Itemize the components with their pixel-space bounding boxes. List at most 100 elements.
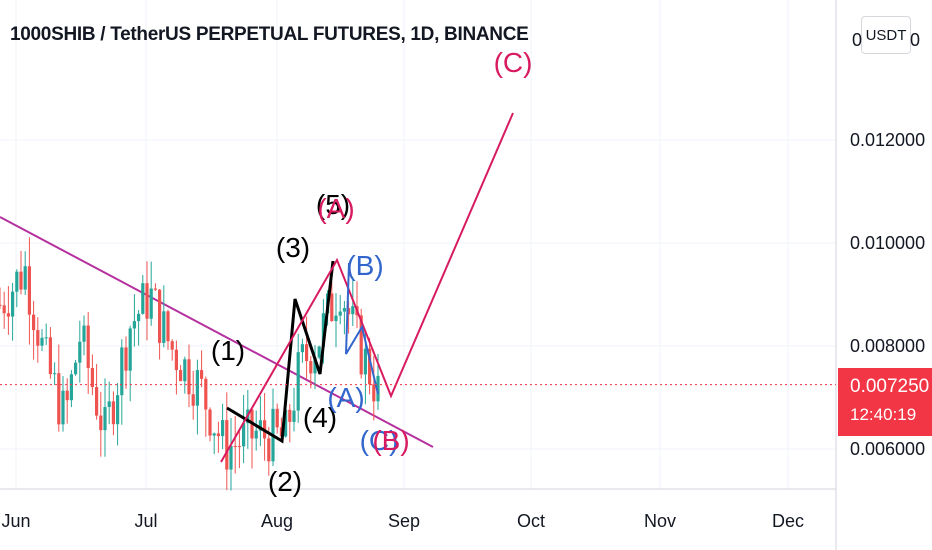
candle-body [48, 337, 52, 375]
candle-body [23, 266, 27, 290]
candle-body [40, 337, 44, 346]
candle-body [195, 370, 199, 406]
x-tick-label: Jun [1, 511, 30, 531]
candle-body [321, 313, 325, 347]
candle-body [174, 349, 178, 371]
candle-body [53, 373, 57, 375]
candle-body [334, 315, 338, 321]
candle-body [57, 373, 61, 425]
candle-body [137, 313, 141, 322]
candle-body [200, 370, 204, 379]
trendline [0, 216, 434, 448]
candle-body [359, 315, 363, 375]
candle-body [300, 344, 304, 353]
grid-lines [0, 0, 837, 550]
candle-body [225, 420, 229, 470]
wave-label: (A) [327, 382, 364, 413]
candle-body [376, 375, 380, 402]
candle-body [212, 433, 216, 436]
candle-body [338, 311, 342, 316]
candle-body [111, 401, 115, 425]
x-tick-label: Dec [772, 511, 804, 531]
candle-body [27, 266, 31, 315]
candle-body [99, 415, 103, 431]
candle-body [204, 378, 208, 410]
wave-label: (5) [316, 189, 350, 220]
candle-body [15, 271, 19, 292]
candle-body [363, 348, 367, 375]
candle-body [351, 306, 355, 315]
candle-body [78, 341, 82, 363]
candle-body [132, 321, 136, 329]
candle-body [65, 390, 69, 401]
wave-label: (2) [268, 466, 302, 497]
candle-body [158, 289, 162, 343]
candle-body [69, 374, 73, 401]
top-cut-price-label-right: 0 [910, 30, 921, 50]
candle-body [309, 361, 313, 374]
descending-trendline [0, 216, 434, 448]
candle-body [317, 346, 321, 358]
candle-body [330, 293, 334, 321]
candle-body [170, 341, 174, 350]
candle-body [237, 446, 241, 448]
candle-body [342, 308, 346, 312]
candle-body [233, 445, 237, 447]
candle-body [347, 308, 351, 315]
candle-body [44, 337, 48, 339]
top-cut-price-label: 0 [852, 30, 863, 50]
candle-body [267, 438, 271, 462]
candle-body [103, 407, 107, 431]
candle-body [187, 359, 191, 395]
x-tick-label: Aug [261, 511, 293, 531]
currency-button[interactable]: USDT [861, 16, 911, 54]
candle-body [95, 387, 99, 416]
candle-body [11, 291, 15, 317]
candle-body [166, 311, 170, 342]
bar-countdown: 12:40:19 [850, 405, 917, 424]
candle-body [128, 328, 132, 371]
y-tick-label: 0.006000 [850, 439, 925, 459]
candle-body [145, 283, 149, 319]
last-price-tag: 0.007250 12:40:19 [838, 368, 932, 436]
chart-title: 1000SHIB / TetherUS PERPETUAL FUTURES, 1… [10, 24, 529, 45]
candle-body [74, 362, 78, 375]
candle-body [372, 384, 376, 402]
candle-body [368, 348, 372, 385]
candle-body [2, 305, 6, 314]
wave-label: (3) [276, 232, 310, 263]
candle-body [313, 357, 317, 374]
candle-body [292, 410, 296, 422]
candle-body [61, 390, 65, 425]
candle-body [296, 352, 300, 411]
candle-body [305, 344, 309, 362]
candles [0, 237, 380, 491]
candle-body [90, 368, 94, 388]
candle-body [208, 409, 212, 436]
abc-wave-blue-line [345, 262, 379, 395]
candle-body [107, 401, 111, 408]
candle-body [124, 347, 128, 371]
y-tick-label: 0.008000 [850, 336, 925, 356]
candle-body [216, 433, 220, 437]
candle-body [36, 330, 40, 346]
wave-lines [220, 112, 514, 463]
y-tick-label: 0.012000 [850, 130, 925, 150]
candle-body [162, 311, 166, 343]
candle-body [0, 304, 2, 306]
wave-label: (1) [211, 335, 245, 366]
candle-body [32, 314, 36, 331]
wave-label: (A) [317, 193, 354, 224]
abc-wave-pink-line [220, 112, 514, 463]
candle-body [221, 420, 225, 437]
x-tick-label: Sep [388, 511, 420, 531]
candle-body [275, 408, 279, 428]
wave-labels: Jun Jul Aug Sep Oct Nov Dec 0.006000 0.008000 0.0… [1, 47, 925, 531]
candle-body [284, 409, 288, 437]
candle-body [153, 288, 157, 290]
candle-body [288, 409, 292, 422]
candle-body [86, 325, 90, 369]
candle-body [183, 359, 187, 382]
x-tick-label: Jul [134, 511, 157, 531]
